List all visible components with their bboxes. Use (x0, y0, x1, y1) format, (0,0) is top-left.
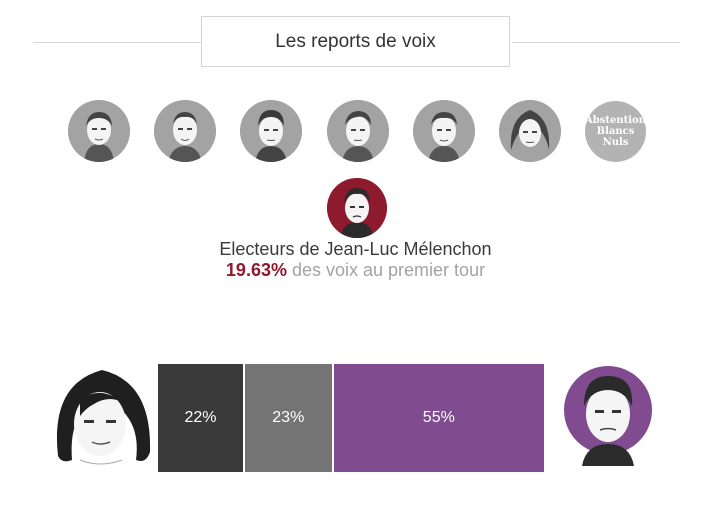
bar-segment-3: 55% (331, 364, 544, 472)
candidate-portrait-2[interactable] (154, 100, 216, 162)
macron-face-icon (564, 366, 652, 466)
candidate-face-icon (499, 100, 561, 162)
macron-portrait (560, 364, 656, 466)
candidate-portrait-5[interactable] (413, 100, 475, 162)
bar-segment-2: 23% (242, 364, 332, 472)
header-rule-right (512, 42, 680, 43)
candidate-face-icon (68, 100, 130, 162)
candidate-face-icon (413, 100, 475, 162)
candidate-portrait-4[interactable] (327, 100, 389, 162)
candidate-face-icon (327, 100, 389, 162)
selected-vote-share: 19.63% des voix au premier tour (0, 260, 701, 281)
nuls-label: Nuls (602, 137, 629, 148)
abstention-label: Abstention (585, 115, 646, 126)
page-title: Les reports de voix (201, 16, 510, 67)
selected-candidate-portrait (327, 178, 387, 238)
selected-percent-suffix: des voix au premier tour (286, 260, 486, 280)
candidate-portrait-1[interactable] (68, 100, 130, 162)
selected-percent: 19.63% (225, 260, 287, 280)
vote-transfer-bar: 22% 23% 55% (158, 364, 544, 472)
candidate-portrait-macron[interactable] (240, 100, 302, 162)
abstention-blancs-nuls-option[interactable]: Abstention Blancs Nuls (585, 101, 646, 162)
blancs-label: Blancs (596, 126, 635, 137)
bar-segment-label: 23% (272, 409, 305, 426)
header-rule-left (33, 42, 201, 43)
candidate-face-icon (154, 100, 216, 162)
candidate-portrait-lepen[interactable] (499, 100, 561, 162)
selected-electorate-name: Electeurs de Jean-Luc Mélenchon (219, 239, 492, 259)
lepen-portrait (50, 364, 154, 468)
bar-segment-label: 55% (422, 409, 455, 426)
candidate-face-icon (240, 100, 302, 162)
page-title-text: Les reports de voix (275, 30, 436, 52)
melenchon-face-icon (327, 178, 387, 238)
bar-segment-1: 22% (158, 364, 243, 472)
bar-segment-label: 22% (184, 409, 217, 426)
lepen-face-icon (56, 370, 151, 465)
